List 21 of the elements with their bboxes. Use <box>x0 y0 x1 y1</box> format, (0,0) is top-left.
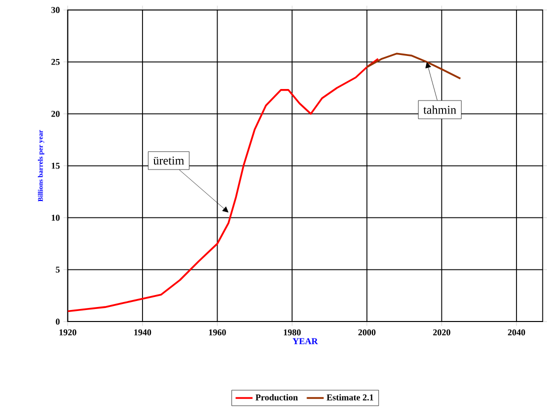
x-tick-label: 2000 <box>358 329 376 336</box>
y-tick-label: 25 <box>51 58 60 65</box>
x-tick-label: 1920 <box>60 329 76 336</box>
line-series <box>68 58 380 312</box>
y-tick-label: 15 <box>52 162 60 169</box>
annotation: üretim <box>153 156 184 164</box>
y-tick-label: 20 <box>51 110 60 117</box>
y-tick-label: 30 <box>51 6 60 13</box>
line-series <box>366 52 462 80</box>
x-axis-title: YEAR <box>292 338 318 344</box>
x-tick-label: 1980 <box>284 329 301 336</box>
x-tick-label: 2040 <box>508 329 526 336</box>
y-tick-label: 10 <box>52 214 60 221</box>
annotation: tahmin <box>423 105 456 114</box>
x-tick-label: 2020 <box>433 329 450 336</box>
x-tick-label: 1960 <box>209 329 226 336</box>
legend-label: Production <box>256 394 298 400</box>
x-tick-label: 1940 <box>134 329 152 336</box>
y-tick-label: 5 <box>56 266 60 273</box>
legend-label: Estimate 2.1 <box>326 394 374 400</box>
y-tick-label: 0 <box>56 318 60 325</box>
